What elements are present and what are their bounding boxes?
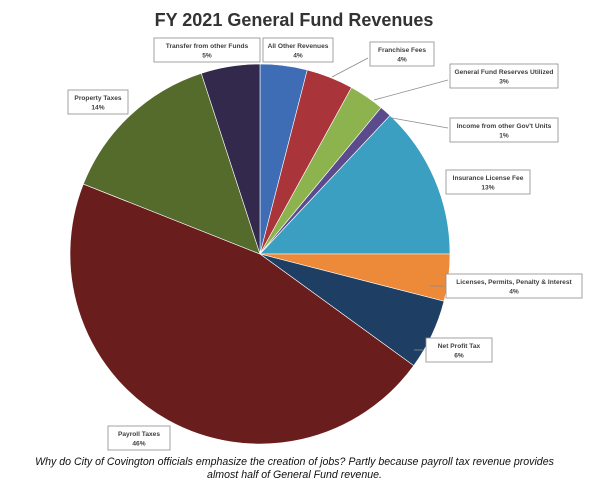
data-label-box	[67, 89, 129, 115]
data-label-percent: 6%	[454, 353, 464, 360]
pie-slice-insurance-license-fee	[259, 115, 451, 255]
data-label-percent: 4%	[509, 289, 519, 296]
pie-slice-payroll-taxes	[69, 183, 415, 445]
data-label-payroll-taxes: Payroll Taxes 46%	[107, 425, 171, 451]
data-label-box	[425, 337, 493, 363]
chart-title: FY 2021 General Fund Revenues	[155, 10, 434, 30]
data-label-box	[262, 37, 334, 63]
data-label-name: All Other Revenues	[268, 43, 329, 50]
data-label-name: Franchise Fees	[378, 47, 426, 54]
callout-leaders	[331, 57, 449, 351]
data-label-net-profit-tax: Net Profit Tax 6%	[425, 337, 493, 363]
data-label-box	[153, 37, 261, 63]
data-label-name: Income from other Gov't Units	[457, 123, 552, 130]
caption-line-1: Why do City of Covington officials empha…	[35, 456, 554, 468]
data-label-name: Net Profit Tax	[438, 343, 481, 350]
data-label-box	[445, 273, 583, 299]
data-label-all-other-revenues: All Other Revenues 4%	[262, 37, 334, 63]
data-label-transfer-from-other-funds: Transfer from other Funds 5%	[153, 37, 261, 63]
data-label-income-from-other-gov-t-units: Income from other Gov't Units 1%	[449, 117, 559, 143]
figure-caption: Why do City of Covington officials empha…	[0, 456, 589, 482]
leader-line-franchise-fees	[331, 57, 369, 78]
leader-line-general-fund-reserves-utilized	[373, 79, 449, 101]
data-label-name: Transfer from other Funds	[166, 43, 249, 50]
data-label-percent: 3%	[499, 79, 509, 86]
data-label-percent: 5%	[202, 53, 212, 60]
data-label-name: General Fund Reserves Utilized	[455, 69, 554, 76]
data-label-licenses-permits-penalty-interest: Licenses, Permits, Penalty & Interest 4%	[445, 273, 583, 299]
pie-slice-transfer-from-other-funds	[200, 63, 261, 255]
caption-line-2: almost half of General Fund revenue.	[207, 469, 382, 481]
data-label-box	[369, 41, 435, 67]
data-label-box	[449, 117, 559, 143]
data-label-percent: 13%	[481, 185, 494, 192]
data-label-name: Licenses, Permits, Penalty & Interest	[456, 279, 572, 286]
data-label-name: Insurance License Fee	[453, 175, 524, 182]
data-label-percent: 46%	[132, 441, 145, 448]
data-label-name: Payroll Taxes	[118, 431, 160, 438]
data-label-percent: 4%	[293, 53, 303, 60]
data-label-percent: 1%	[499, 133, 509, 140]
pie-slices	[69, 63, 451, 445]
callout-labels: All Other Revenues 4% Franchise Fees 4% Gene…	[67, 37, 583, 451]
data-label-percent: 14%	[91, 105, 104, 112]
data-label-percent: 4%	[397, 57, 407, 64]
data-label-general-fund-reserves-utilized: General Fund Reserves Utilized 3%	[449, 63, 559, 89]
data-label-franchise-fees: Franchise Fees 4%	[369, 41, 435, 67]
data-label-name: Property Taxes	[74, 95, 121, 102]
data-label-box	[445, 169, 531, 195]
leader-line-income-from-other-gov-t-units	[391, 117, 449, 129]
data-label-property-taxes: Property Taxes 14%	[67, 89, 129, 115]
data-label-box	[449, 63, 559, 89]
data-label-insurance-license-fee: Insurance License Fee 13%	[445, 169, 531, 195]
data-label-box	[107, 425, 171, 451]
